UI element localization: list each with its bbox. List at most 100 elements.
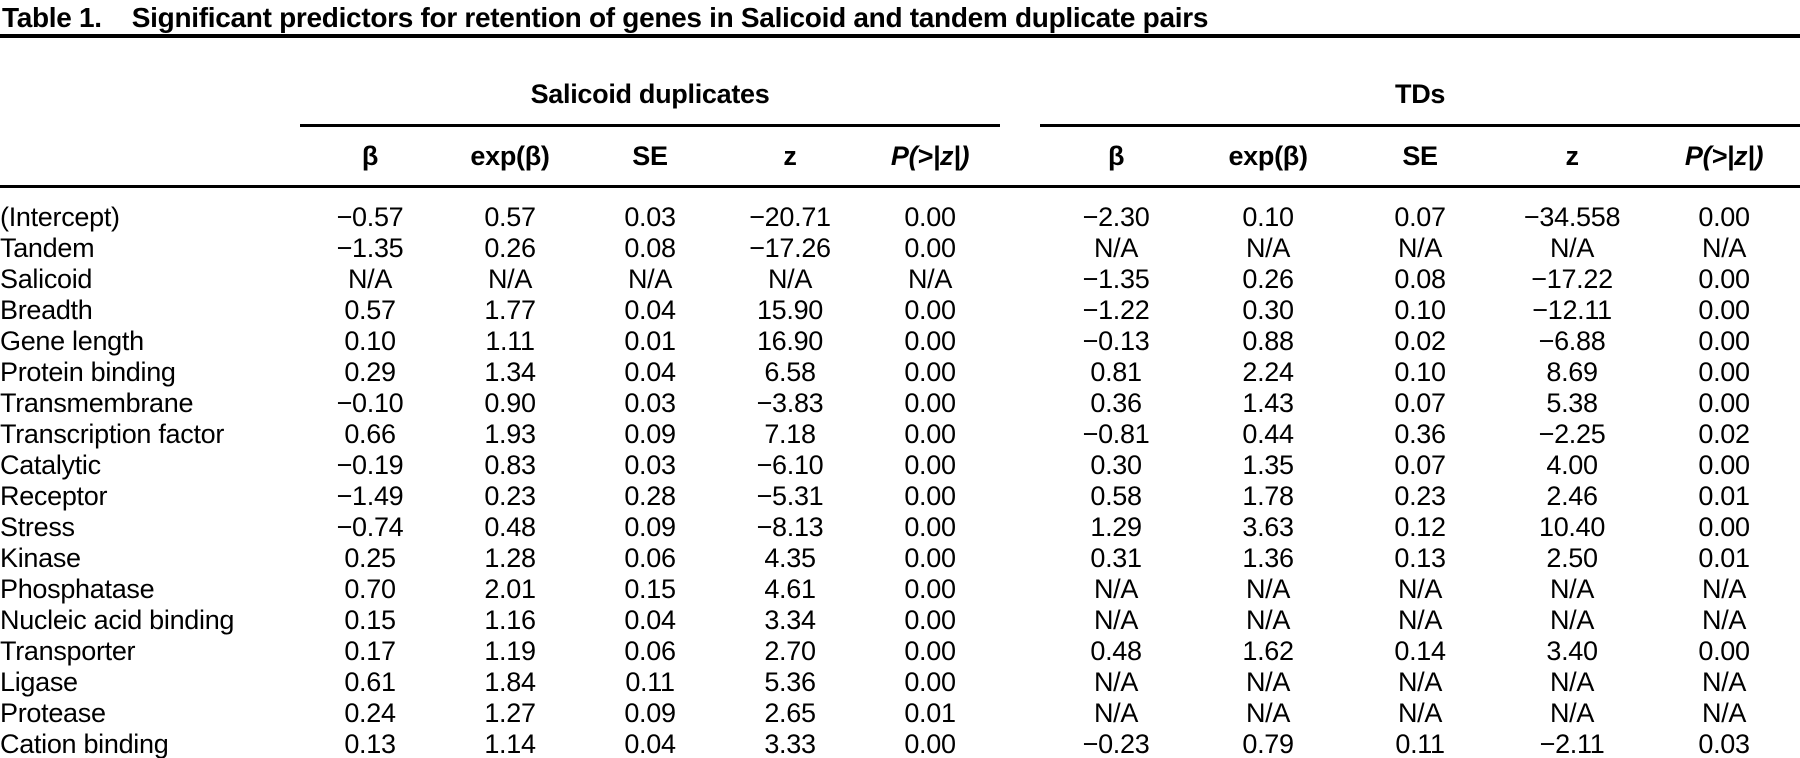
tds-value-cell: 0.00 (1698, 326, 1750, 356)
gap-cell (1000, 326, 1040, 357)
group-gap (1000, 38, 1040, 126)
tds-value-cell: 10.40 (1539, 512, 1606, 542)
tds-value-cell: 0.12 (1394, 512, 1446, 542)
tds-value-cell: 0.30 (1090, 450, 1142, 480)
salicoid-value-cell: −17.26 (749, 233, 831, 263)
tds-value-cell: 0.10 (1242, 202, 1294, 232)
salicoid-value-cell: N/A (767, 264, 813, 294)
tds-value-cell: 0.23 (1394, 481, 1446, 511)
table-caption: Table 1. Significant predictors for rete… (0, 0, 1800, 34)
salicoid-value-cell: 0.00 (904, 667, 956, 697)
gap-cell (1000, 667, 1040, 698)
salicoid-value-cell: 0.23 (484, 481, 536, 511)
predictor-label: Receptor (0, 481, 108, 511)
predictor-label: (Intercept) (0, 202, 120, 232)
salicoid-value-cell: 1.16 (484, 605, 536, 635)
tds-value-cell: N/A (1549, 667, 1595, 697)
salicoid-value-cell: 0.26 (484, 233, 536, 263)
salicoid-value-cell: 0.08 (624, 233, 676, 263)
tds-value-cell: 0.44 (1242, 419, 1294, 449)
table-row: Gene length 0.10 1.11 0.01 16.90 0.00 −0.13 0.8… (0, 326, 1800, 357)
gap-cell (1000, 388, 1040, 419)
tds-value-cell: 1.78 (1242, 481, 1294, 511)
tds-value-cell: 0.07 (1394, 388, 1446, 418)
column-header-spacer (0, 125, 300, 188)
table-row: Transmembrane −0.10 0.90 0.03 −3.83 0.00 0.36 1… (0, 388, 1800, 419)
tds-value-cell: 0.10 (1394, 295, 1446, 325)
salicoid-value-cell: 0.00 (904, 295, 956, 325)
predictor-label: Phosphatase (0, 574, 155, 604)
group-header-spacer (0, 38, 300, 126)
tds-value-cell: N/A (1397, 667, 1443, 697)
tds-value-cell: N/A (1245, 233, 1291, 263)
tds-value-cell: 0.02 (1394, 326, 1446, 356)
salicoid-value-cell: 0.10 (344, 326, 396, 356)
tds-value-cell: N/A (1549, 698, 1595, 728)
salicoid-value-cell: 0.04 (624, 295, 676, 325)
tds-value-cell: 0.58 (1090, 481, 1142, 511)
salicoid-value-cell: −0.19 (336, 450, 404, 480)
tds-value-cell: 0.26 (1242, 264, 1294, 294)
salicoid-value-cell: 2.65 (764, 698, 816, 728)
salicoid-value-cell: 0.00 (904, 636, 956, 666)
table-row: Ligase 0.61 1.84 0.11 5.36 0.00 N/A N/A N/A N/A N/… (0, 667, 1800, 698)
salicoid-value-cell: N/A (627, 264, 673, 294)
tds-value-cell: N/A (1397, 574, 1443, 604)
gap-cell (1000, 605, 1040, 636)
salicoid-value-cell: 3.34 (764, 605, 816, 635)
column-header-tds-z: z (1496, 125, 1649, 188)
salicoid-value-cell: 0.03 (624, 388, 676, 418)
table-row: Protein binding 0.29 1.34 0.04 6.58 0.00 0.81 2… (0, 357, 1800, 388)
salicoid-value-cell: 2.01 (484, 574, 536, 604)
tds-value-cell: N/A (1093, 233, 1139, 263)
salicoid-value-cell: −0.74 (336, 512, 404, 542)
table-row: Stress −0.74 0.48 0.09 −8.13 0.00 1.29 3.63 0.12… (0, 512, 1800, 543)
gap-cell (1000, 512, 1040, 543)
predictor-label: Salicoid (0, 264, 93, 294)
tds-value-cell: 0.00 (1698, 295, 1750, 325)
tds-value-cell: 0.13 (1394, 543, 1446, 573)
tds-value-cell: 2.46 (1546, 481, 1598, 511)
salicoid-value-cell: 0.00 (904, 512, 956, 542)
salicoid-value-cell: 0.00 (904, 574, 956, 604)
tds-value-cell: −0.23 (1082, 729, 1150, 758)
salicoid-value-cell: −5.31 (756, 481, 824, 511)
tds-value-cell: −0.13 (1082, 326, 1150, 356)
table-row: Salicoid N/A N/A N/A N/A N/A −1.35 0.26 0.08 −17.… (0, 264, 1800, 295)
tds-value-cell: 0.10 (1394, 357, 1446, 387)
group-header-salicoid: Salicoid duplicates (300, 38, 1001, 127)
tds-value-cell: N/A (1702, 667, 1747, 697)
salicoid-value-cell: 0.57 (484, 202, 536, 232)
tds-value-cell: N/A (1245, 574, 1291, 604)
salicoid-value-cell: 0.90 (484, 388, 536, 418)
column-header-tds-beta: β (1040, 125, 1193, 188)
tds-value-cell: N/A (1702, 698, 1747, 728)
salicoid-value-cell: 0.00 (904, 388, 956, 418)
tds-value-cell: 4.00 (1546, 450, 1598, 480)
tds-value-cell: −17.22 (1531, 264, 1613, 294)
predictors-table: Salicoid duplicates TDs β exp(β) SE z P(… (0, 38, 1800, 758)
column-header-salicoid-pvalue: P(>|z|) (860, 125, 1001, 188)
predictor-label: Nucleic acid binding (0, 605, 235, 635)
tds-value-cell: N/A (1397, 605, 1443, 635)
salicoid-value-cell: 0.61 (344, 667, 396, 697)
tds-value-cell: −6.88 (1538, 326, 1606, 356)
tds-value-cell: 2.24 (1242, 357, 1294, 387)
column-gap (1000, 125, 1041, 188)
salicoid-value-cell: 0.70 (344, 574, 396, 604)
tds-value-cell: 0.36 (1090, 388, 1142, 418)
tds-value-cell: −1.22 (1082, 295, 1150, 325)
tds-value-cell: 3.63 (1242, 512, 1294, 542)
salicoid-value-cell: N/A (907, 264, 953, 294)
column-header-tds-se: SE (1344, 125, 1497, 188)
column-header-salicoid-beta: β (300, 125, 440, 188)
column-header-salicoid-exp-beta: exp(β) (440, 125, 580, 188)
salicoid-value-cell: −1.49 (336, 481, 404, 511)
gap-cell (1000, 264, 1040, 295)
tds-value-cell: 5.38 (1546, 388, 1598, 418)
tds-value-cell: 2.50 (1546, 543, 1598, 573)
column-header-row: β exp(β) SE z P(>|z|) β exp(β) SE z P(>|… (0, 125, 1800, 188)
tds-value-cell: −2.11 (1539, 729, 1605, 758)
gap-cell (1000, 450, 1040, 481)
tds-value-cell: 0.00 (1698, 388, 1750, 418)
